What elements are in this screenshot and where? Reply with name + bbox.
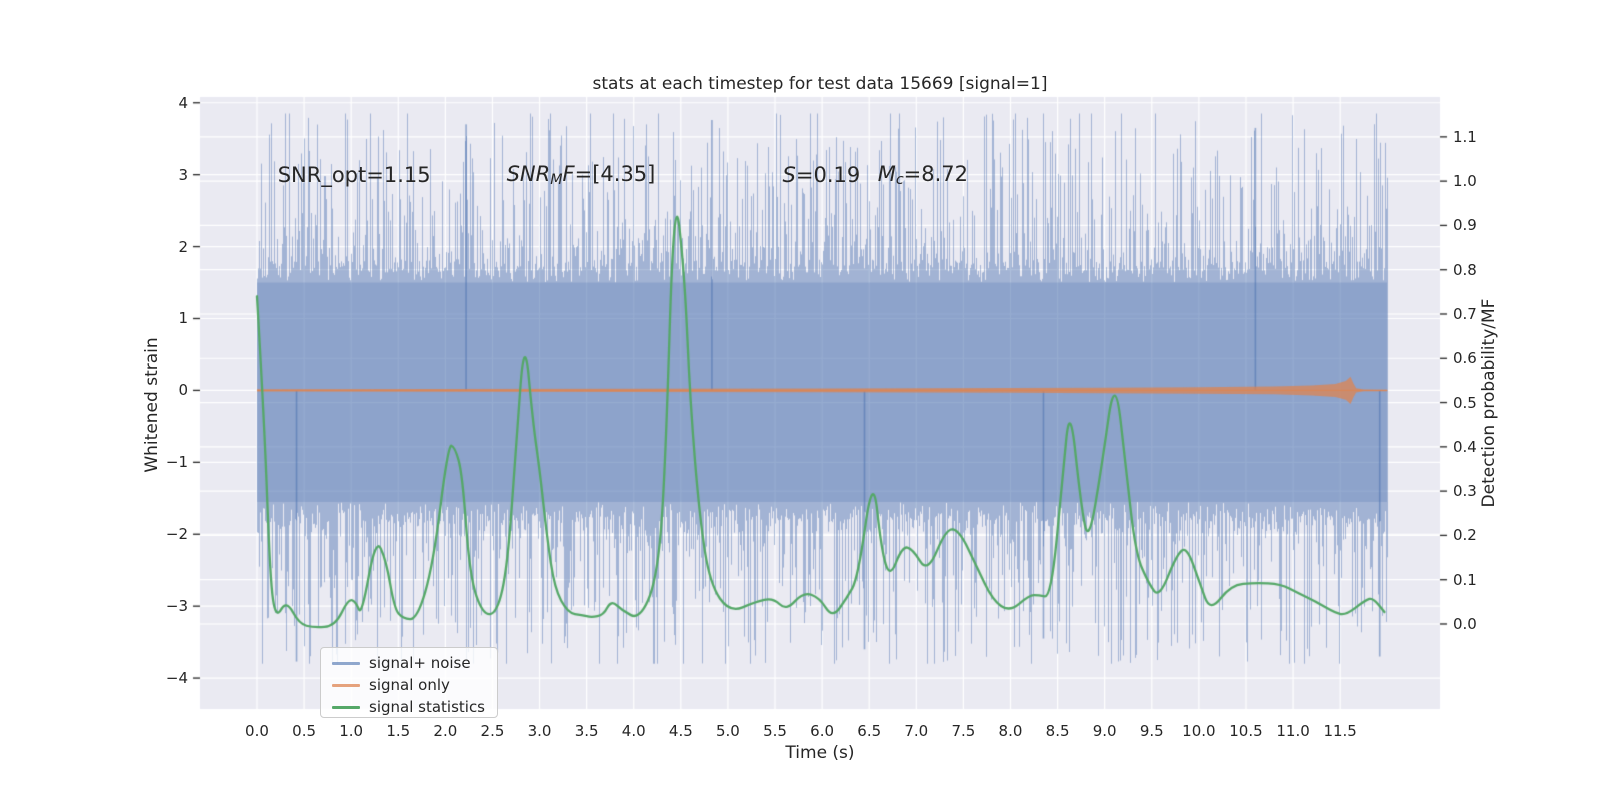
left-tick-label: −4 (165, 669, 188, 688)
legend-line-swatch (332, 706, 360, 709)
annotation-text: SNR (506, 161, 551, 186)
x-tick-label: 6.5 (857, 722, 882, 740)
annotation-text: =0.19 (795, 162, 861, 187)
right-tick-label: 0.8 (1453, 260, 1477, 279)
left-tick-label: −3 (165, 597, 188, 616)
left-tick-label: 2 (178, 237, 188, 256)
legend-item: signal+ noise (332, 653, 497, 674)
x-tick-label: 7.5 (951, 722, 976, 740)
legend-line-swatch (332, 684, 360, 687)
x-tick-label: 0.0 (245, 722, 269, 740)
legend-label: signal statistics (369, 698, 486, 716)
left-tick-label: −2 (165, 525, 188, 544)
annotation-text: =[4.35] (574, 161, 656, 186)
annotation-text: SNR_opt=1.15 (277, 162, 431, 187)
legend-label: signal+ noise (369, 654, 471, 672)
chart-title: stats at each timestep for test data 156… (592, 74, 1048, 94)
x-tick-label: 1.5 (386, 722, 411, 740)
right-tick-label: 0.6 (1453, 349, 1477, 368)
annotation-text: M (877, 161, 896, 186)
legend-line-swatch (332, 662, 360, 665)
annotation-text: =8.72 (903, 161, 969, 186)
x-tick-label: 11.5 (1323, 722, 1357, 740)
x-tick-label: 10.0 (1182, 722, 1216, 740)
left-tick-label: 4 (178, 93, 188, 112)
right-tick-label: 0.0 (1453, 614, 1477, 633)
x-tick-label: 9.5 (1139, 722, 1164, 740)
right-tick-label: 0.2 (1453, 526, 1477, 545)
x-tick-label: 3.0 (527, 722, 552, 740)
x-tick-label: 8.0 (998, 722, 1023, 740)
right-tick-label: 0.4 (1453, 437, 1477, 456)
legend: signal+ noise signal only signal statistic… (320, 647, 498, 718)
left-tick-label: 0 (178, 381, 188, 400)
x-tick-label: 8.5 (1045, 722, 1070, 740)
x-tick-label: 1.0 (339, 722, 364, 740)
x-tick-label: 9.0 (1092, 722, 1117, 740)
x-tick-label: 0.5 (292, 722, 317, 740)
legend-label: signal only (369, 676, 450, 694)
right-tick-label: 1.0 (1453, 172, 1477, 191)
annotation-text: c (895, 171, 904, 188)
annotation-text: M (550, 171, 563, 188)
x-tick-label: 10.5 (1229, 722, 1263, 740)
x-tick-label: 6.0 (810, 722, 835, 740)
x-axis-label: Time (s) (785, 743, 855, 763)
right-tick-label: 0.1 (1453, 570, 1477, 589)
left-tick-label: 3 (178, 165, 188, 184)
annotation-snr-opt: SNR_opt=1.15 (278, 163, 431, 187)
left-tick-label: −1 (165, 453, 188, 472)
annotation-s-stat: S=0.19 (783, 163, 861, 187)
annotation-text: F (562, 161, 575, 186)
x-tick-label: 5.5 (763, 722, 787, 740)
x-tick-label: 4.0 (621, 722, 646, 740)
right-tick-label: 1.1 (1453, 127, 1477, 146)
right-tick-label: 0.7 (1453, 304, 1477, 323)
legend-item: signal statistics (332, 697, 497, 718)
right-tick-label: 0.5 (1453, 393, 1477, 412)
x-tick-label: 2.0 (433, 722, 458, 740)
annotation-text: S (782, 162, 796, 187)
x-tick-label: 4.5 (668, 722, 693, 740)
x-tick-label: 7.0 (904, 722, 929, 740)
left-tick-label: 1 (178, 309, 188, 328)
right-tick-label: 0.9 (1453, 216, 1477, 235)
x-tick-label: 11.0 (1276, 722, 1310, 740)
legend-item: signal only (332, 675, 497, 696)
x-tick-label: 3.5 (574, 722, 599, 740)
right-tick-label: 0.3 (1453, 482, 1477, 501)
annotation-m-chirp: Mc=8.72 (878, 162, 968, 188)
x-tick-label: 5.0 (715, 722, 740, 740)
x-tick-label: 2.5 (480, 722, 505, 740)
annotation-snr-mf: SNRMF=[4.35] (507, 162, 656, 188)
